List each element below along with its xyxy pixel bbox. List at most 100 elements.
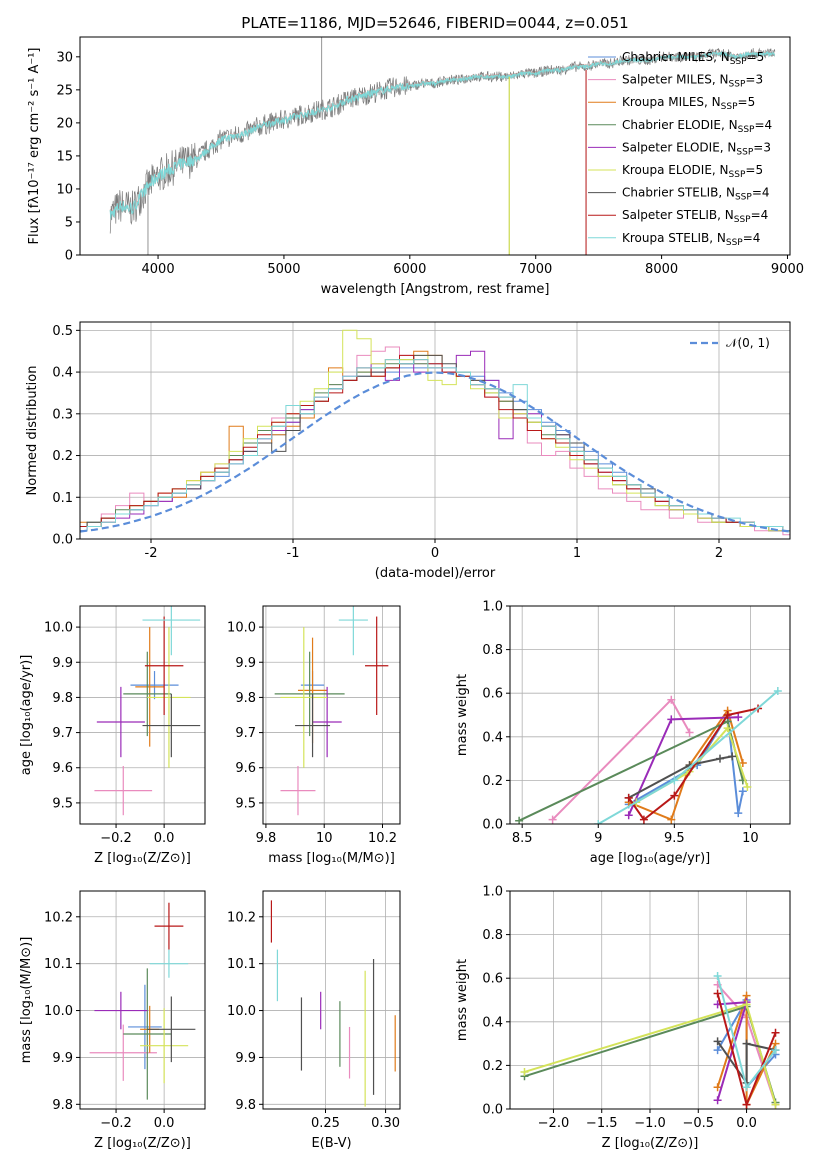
tick-label-y: 9.5 bbox=[235, 796, 256, 811]
tick-label-y: 10.1 bbox=[44, 957, 73, 972]
weight-point-marker bbox=[594, 820, 603, 824]
tick-label-y: 9.6 bbox=[235, 761, 256, 776]
axis-label-y: mass weight bbox=[455, 959, 470, 1041]
legend-entry: Salpeter ELODIE, NSSP=3 bbox=[622, 140, 771, 157]
axis-label-x: mass [log₁₀(M/M⊙)] bbox=[268, 851, 395, 866]
axes-frame bbox=[509, 605, 791, 825]
weight-point-marker bbox=[738, 787, 747, 796]
tick-label-x: 0.0 bbox=[154, 831, 175, 846]
panel-mass-vs-EBV: 0.25 0.30 9.8 9.9 10.0 10.1 10.2 E(B-V) bbox=[227, 890, 401, 1151]
tick-label-y: 0.6 bbox=[482, 972, 503, 987]
tick-label-y: 9.7 bbox=[52, 726, 73, 741]
weight-point-marker bbox=[713, 1096, 722, 1105]
figure-title: PLATE=1186, MJD=52646, FIBERID=0044, z=0… bbox=[241, 14, 628, 32]
tick-label-x: -2 bbox=[145, 546, 158, 561]
axis-label-y: age [log₁₀(age/yr)] bbox=[19, 655, 34, 776]
axes-frame bbox=[79, 605, 206, 825]
tick-label-x: 10 bbox=[316, 831, 333, 846]
axis-label-x: Z [log₁₀(Z/Z⊙)] bbox=[602, 1136, 699, 1151]
axis-label-y: mass weight bbox=[455, 674, 470, 756]
weight-line bbox=[628, 755, 733, 799]
weight-point-marker bbox=[742, 1039, 751, 1048]
tick-label-y: 9.9 bbox=[52, 1051, 73, 1066]
tick-label-y: 1.0 bbox=[482, 885, 503, 900]
weight-point-marker bbox=[734, 713, 743, 722]
tick-label-y: 0.0 bbox=[482, 1103, 503, 1118]
tick-label-y: 5 bbox=[65, 215, 73, 230]
tick-label-x: 2 bbox=[715, 546, 723, 561]
tick-label-x: −2.0 bbox=[538, 1116, 570, 1131]
tick-label-y: 0.2 bbox=[52, 449, 73, 464]
tick-label-x: −0.2 bbox=[100, 831, 132, 846]
weight-point-marker bbox=[771, 1046, 780, 1055]
axis-label-x: (data-model)/error bbox=[375, 566, 496, 581]
tick-label-y: 0.8 bbox=[482, 643, 503, 658]
weight-point-marker bbox=[548, 815, 557, 824]
weight-point-marker bbox=[734, 809, 743, 818]
tick-label-y: 9.9 bbox=[52, 656, 73, 671]
histogram-step-line bbox=[80, 359, 790, 532]
tick-label-x: 8000 bbox=[645, 262, 678, 277]
weight-point-marker bbox=[624, 793, 633, 802]
normal-curve-line bbox=[80, 371, 790, 533]
tick-label-y: 15 bbox=[56, 149, 73, 164]
weight-point-marker bbox=[716, 754, 724, 763]
legend-entry: Chabrier ELODIE, NSSP=4 bbox=[622, 118, 772, 135]
weight-point-marker bbox=[723, 711, 732, 719]
tick-label-y: 0.0 bbox=[52, 533, 73, 548]
weight-point-marker bbox=[771, 1100, 780, 1109]
weight-point-marker bbox=[723, 724, 732, 733]
weight-point-marker bbox=[667, 815, 676, 824]
tick-label-y: 0.2 bbox=[482, 1059, 503, 1074]
tick-label-x: 10.2 bbox=[368, 831, 397, 846]
panel-weight-vs-Z: −2.0 −1.5 −1.0 −0.5 0.0 0.0 0.2 0.4 0.6 0.8 1.0 Z [… bbox=[455, 885, 791, 1151]
tick-label-y: 0.4 bbox=[482, 1015, 503, 1030]
axis-label-x: Z [log₁₀(Z/Z⊙)] bbox=[94, 1136, 191, 1151]
weight-point-marker bbox=[667, 695, 676, 704]
tick-label-x: -1 bbox=[287, 546, 300, 561]
axis-label-x: wavelength [Angstrom, rest frame] bbox=[321, 282, 550, 297]
weight-point-marker bbox=[713, 972, 722, 981]
legend-entry: Chabrier MILES, NSSP=5 bbox=[622, 50, 764, 67]
tick-label-y: 0.0 bbox=[482, 818, 503, 833]
weight-point-marker bbox=[742, 1100, 751, 1109]
weight-line bbox=[551, 698, 691, 821]
weight-point-marker bbox=[728, 752, 737, 761]
plot-area bbox=[510, 606, 790, 824]
tick-label-y: 0.5 bbox=[52, 324, 73, 339]
tick-label-x: 9 bbox=[594, 831, 602, 846]
tick-label-y: 10.1 bbox=[227, 957, 256, 972]
tick-label-y: 1.0 bbox=[482, 600, 503, 615]
tick-label-x: 5000 bbox=[267, 262, 300, 277]
tick-label-y: 10.0 bbox=[44, 621, 73, 636]
tick-label-y: 9.8 bbox=[52, 691, 73, 706]
tick-label-y: 0.8 bbox=[482, 928, 503, 943]
weight-point-marker bbox=[639, 815, 648, 824]
tick-label-x: 10 bbox=[742, 831, 759, 846]
tick-label-y: 9.6 bbox=[52, 761, 73, 776]
weight-point-marker bbox=[670, 776, 679, 785]
tick-label-y: 10.2 bbox=[227, 910, 256, 925]
legend-entry: Kroupa STELIB, NSSP=4 bbox=[622, 231, 760, 248]
axes-frame bbox=[262, 605, 401, 825]
weight-point-marker bbox=[773, 687, 782, 696]
weight-point-marker bbox=[667, 715, 676, 724]
panel-residuals: 𝒩(0, 1) -2 -1 0 1 2 0.0 0.1 0.2 0.3 0.4 0.5 (data-mo… bbox=[25, 321, 791, 581]
axis-label-y: mass [log₁₀(M/M⊙)] bbox=[19, 937, 34, 1064]
tick-label-y: 9.8 bbox=[235, 691, 256, 706]
plot-area bbox=[80, 606, 205, 824]
weight-point-marker bbox=[515, 816, 524, 824]
tick-label-x: 6000 bbox=[393, 262, 426, 277]
legend-entry: Salpeter MILES, NSSP=3 bbox=[622, 73, 763, 90]
weight-point-marker bbox=[742, 1000, 751, 1009]
weight-line bbox=[627, 716, 739, 816]
tick-label-y: 30 bbox=[56, 50, 73, 65]
tick-label-x: −0.2 bbox=[100, 1116, 132, 1131]
weight-point-marker bbox=[743, 782, 752, 791]
plot-area bbox=[263, 891, 400, 1109]
tick-label-x: 0.30 bbox=[371, 1116, 400, 1131]
tick-label-x: 9.5 bbox=[664, 831, 685, 846]
tick-label-x: 8.5 bbox=[512, 831, 533, 846]
tick-label-y: 9.9 bbox=[235, 656, 256, 671]
